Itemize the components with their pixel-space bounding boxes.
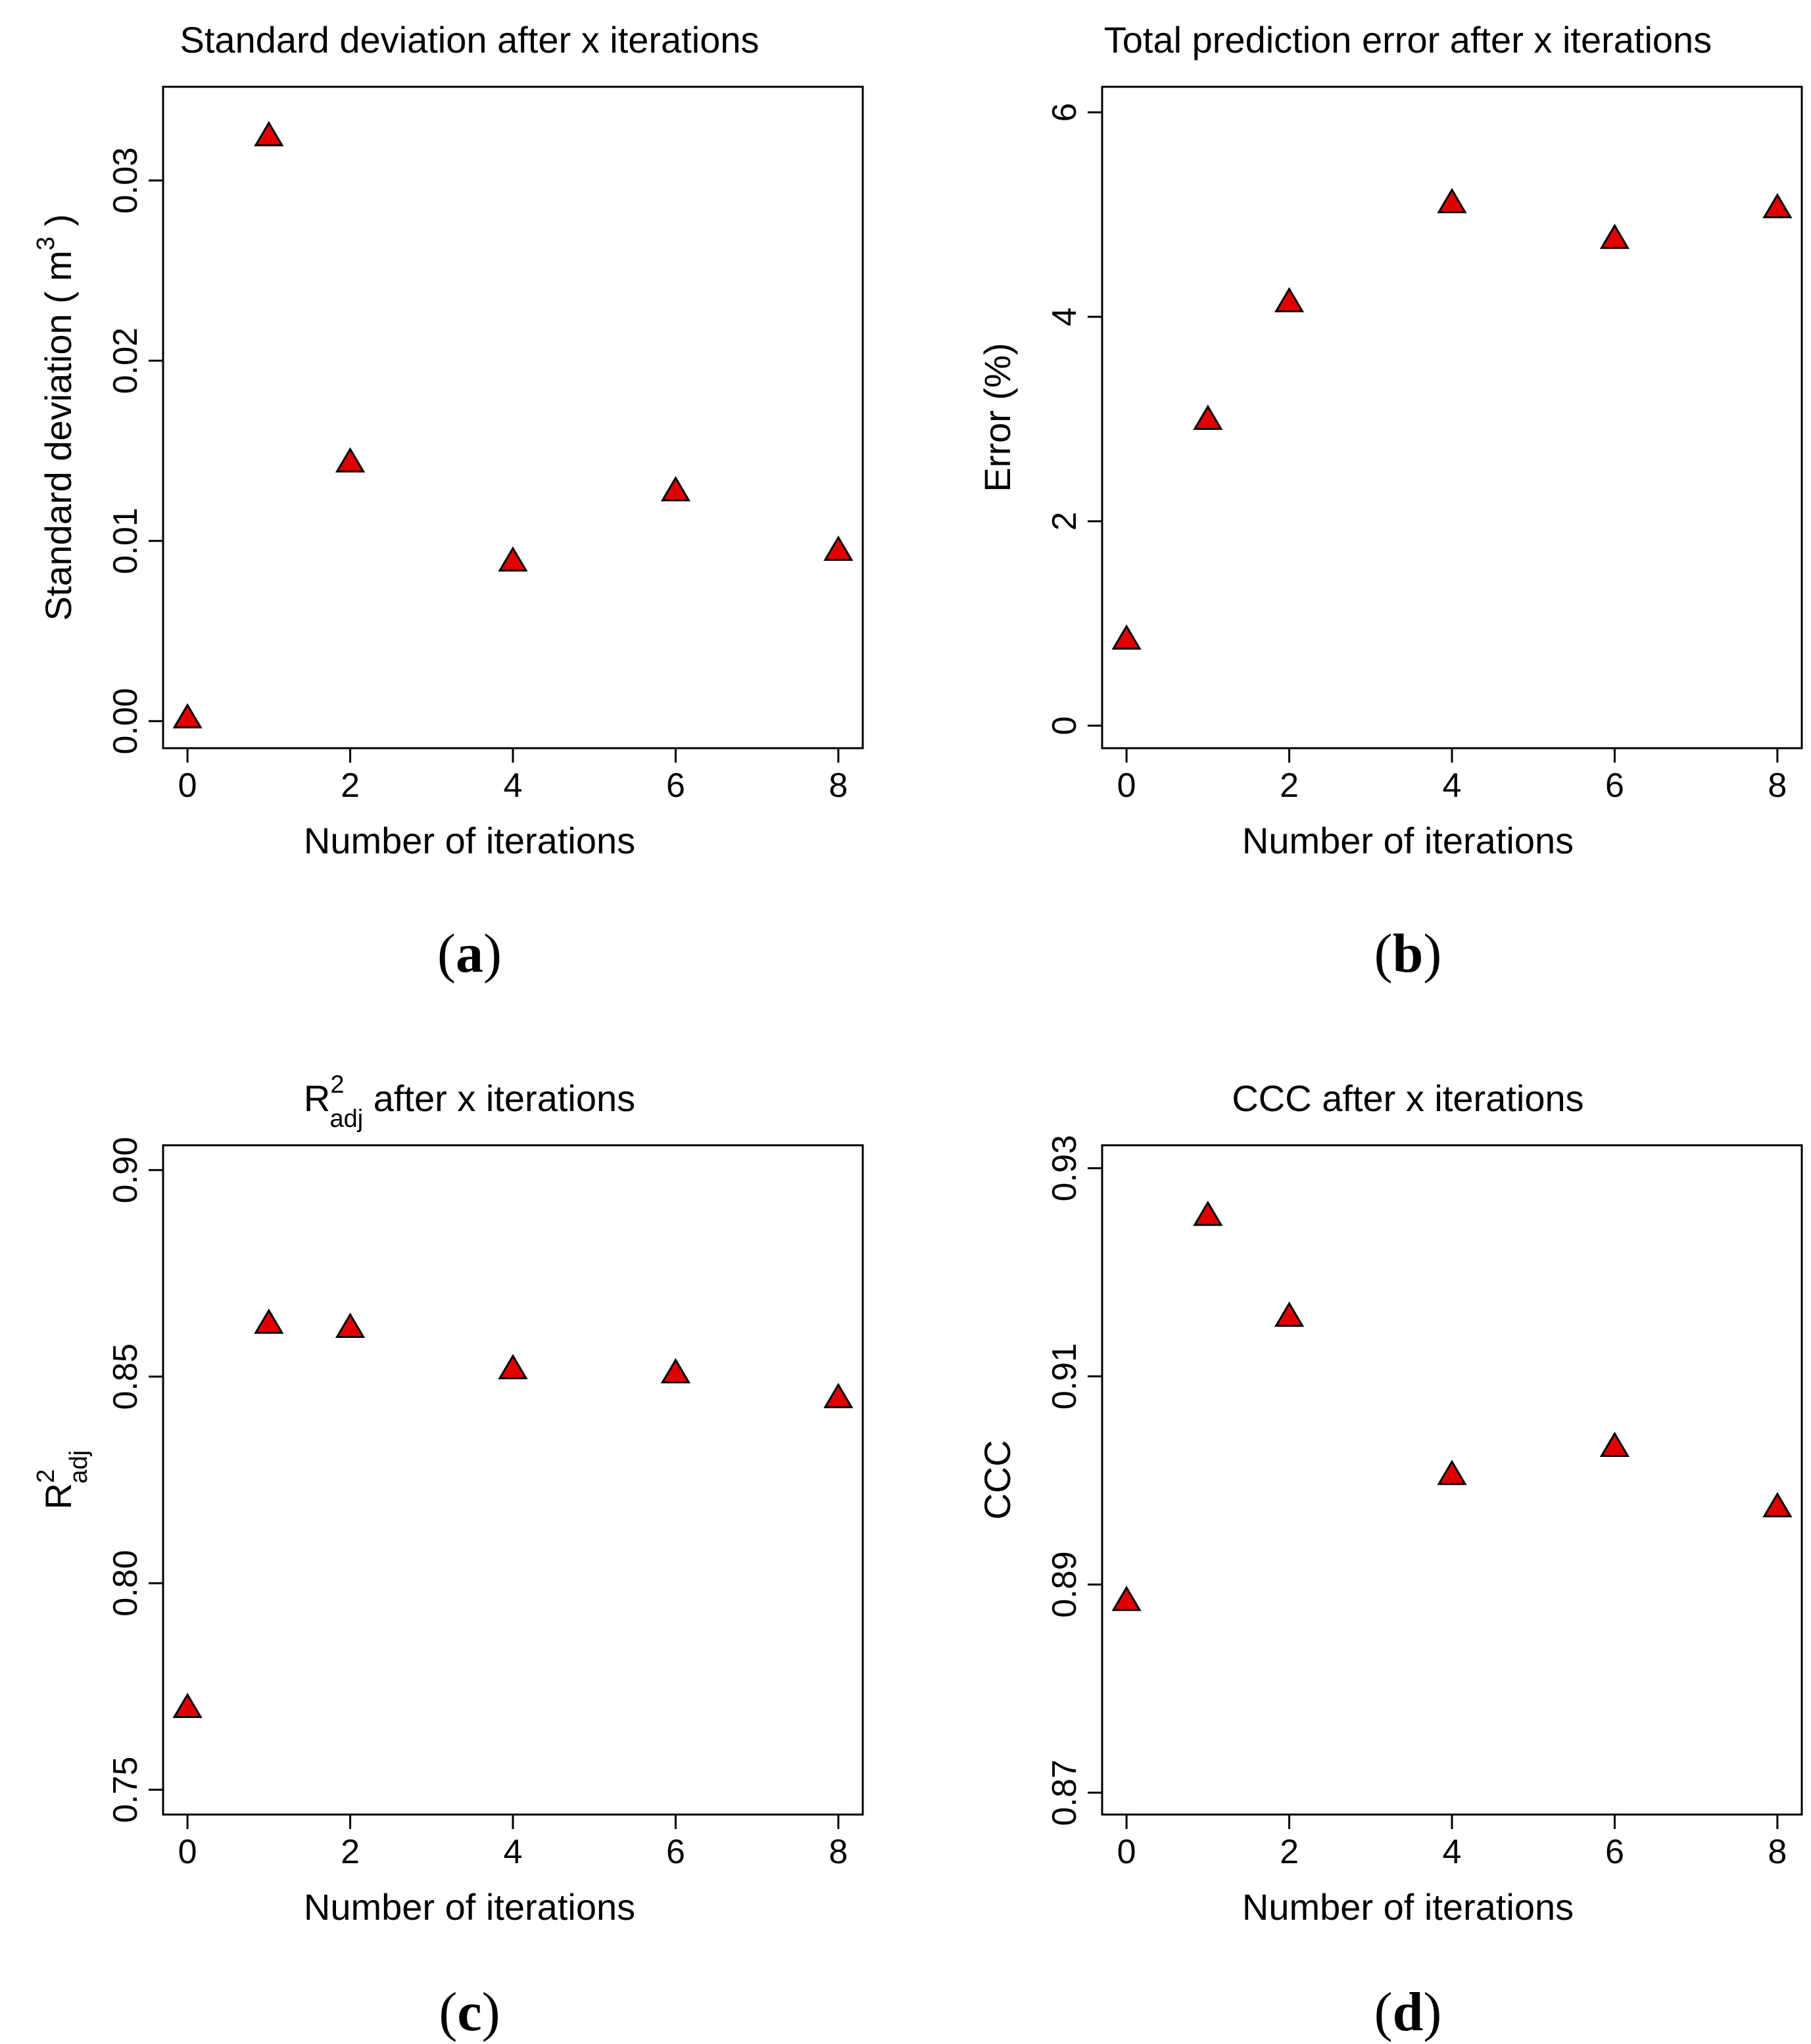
data-point: [1599, 1431, 1630, 1458]
x-tick-label: 8: [829, 767, 848, 805]
data-point: [1193, 1200, 1223, 1226]
panel-d: CCC after x iterations 0 2 4 6 8 Number of ite…: [977, 1078, 1803, 2043]
x-tick-label: 4: [1443, 1833, 1462, 1871]
y-tick-label: 0.91: [1046, 1343, 1084, 1410]
x-tick-label: 4: [504, 1833, 523, 1871]
data-point: [1762, 1492, 1793, 1517]
y-tick-label: 0.87: [1046, 1759, 1084, 1826]
x-tick-label: 0: [1117, 1833, 1136, 1871]
data-point: [823, 1383, 854, 1408]
data-point: [1274, 1301, 1305, 1327]
x-tick-label: 8: [1768, 767, 1787, 805]
plot-frame: [162, 1144, 864, 1816]
panel-label: (c): [439, 1982, 500, 2043]
x-axis-label: Number of iterations: [304, 820, 635, 861]
data-point: [335, 1312, 366, 1338]
x-tick-label: 8: [1768, 1833, 1787, 1871]
panel-a: Standard deviation after x iterations 0 2 4…: [32, 19, 864, 984]
data-point: [172, 1692, 203, 1719]
x-tick-label: 2: [1280, 767, 1299, 805]
y-axis-label: Standard deviation ( m3 ): [32, 214, 79, 621]
y-axis-label: Error (%): [977, 343, 1018, 492]
data-point: [254, 1308, 284, 1334]
y-tick-label: 2: [1046, 511, 1084, 531]
panel-c: R2 adj after x iterations 0 2 4 6 8 Number of i…: [32, 1071, 864, 2043]
x-tick-label: 0: [178, 767, 197, 805]
x-tick-label: 4: [504, 767, 523, 805]
y-tick-label: 0.00: [107, 688, 145, 754]
panel-label: (b): [1374, 923, 1442, 984]
data-point: [823, 535, 854, 561]
x-axis-label: Number of iterations: [304, 1886, 635, 1928]
data-point: [1111, 624, 1142, 650]
y-tick-label: 0.02: [107, 327, 145, 394]
data-point: [172, 703, 203, 728]
y-tick-label: 0.89: [1046, 1552, 1084, 1618]
plot-frame: [162, 85, 864, 749]
x-tick-label: 6: [666, 1833, 685, 1871]
y-tick-label: 0.93: [1046, 1135, 1084, 1201]
y-tick-label: 4: [1046, 307, 1084, 326]
y-axis-label: R2 adj: [32, 1450, 93, 1509]
x-tick-label: 6: [1605, 1833, 1624, 1871]
y-tick-label: 0.85: [107, 1343, 145, 1410]
data-point: [1274, 287, 1305, 313]
y-tick-label: 0.01: [107, 508, 145, 574]
data-point: [335, 447, 366, 473]
data-point: [254, 121, 284, 147]
panel-b: Total prediction error after x iteration…: [977, 19, 1803, 984]
data-point: [660, 1358, 691, 1384]
y-tick-label: 6: [1046, 103, 1084, 122]
x-tick-label: 6: [666, 767, 685, 805]
x-tick-label: 0: [178, 1833, 197, 1871]
x-tick-label: 6: [1605, 767, 1624, 805]
chart-title: R2 adj after x iterations: [304, 1071, 635, 1133]
chart-title: Standard deviation after x iterations: [180, 19, 760, 60]
x-tick-label: 0: [1117, 767, 1136, 805]
data-point: [1437, 1460, 1467, 1485]
y-tick-label: 0.03: [107, 147, 145, 214]
data-point: [498, 1354, 528, 1379]
data-point: [1111, 1585, 1142, 1611]
data-point: [1762, 193, 1793, 218]
data-point: [1437, 187, 1467, 214]
y-tick-label: 0.80: [107, 1550, 145, 1616]
data-point: [1193, 404, 1223, 430]
y-axis-label: CCC: [977, 1440, 1018, 1519]
x-tick-label: 2: [1280, 1833, 1299, 1871]
x-axis-label: Number of iterations: [1242, 820, 1574, 861]
x-tick-label: 2: [341, 1833, 360, 1871]
y-tick-label: 0.75: [107, 1757, 145, 1823]
x-tick-label: 2: [341, 767, 360, 805]
y-tick-label: 0.90: [107, 1137, 145, 1203]
chart-title: Total prediction error after x iteration…: [1104, 19, 1712, 60]
panel-label: (a): [437, 923, 502, 984]
x-axis-label: Number of iterations: [1242, 1886, 1574, 1928]
x-tick-label: 8: [829, 1833, 848, 1871]
y-tick-label: 0: [1046, 716, 1084, 735]
data-point: [660, 476, 691, 502]
x-tick-label: 4: [1443, 767, 1462, 805]
chart-title: CCC after x iterations: [1232, 1078, 1583, 1119]
data-point: [498, 546, 528, 572]
panel-label: (d): [1374, 1982, 1442, 2043]
data-point: [1599, 224, 1630, 249]
